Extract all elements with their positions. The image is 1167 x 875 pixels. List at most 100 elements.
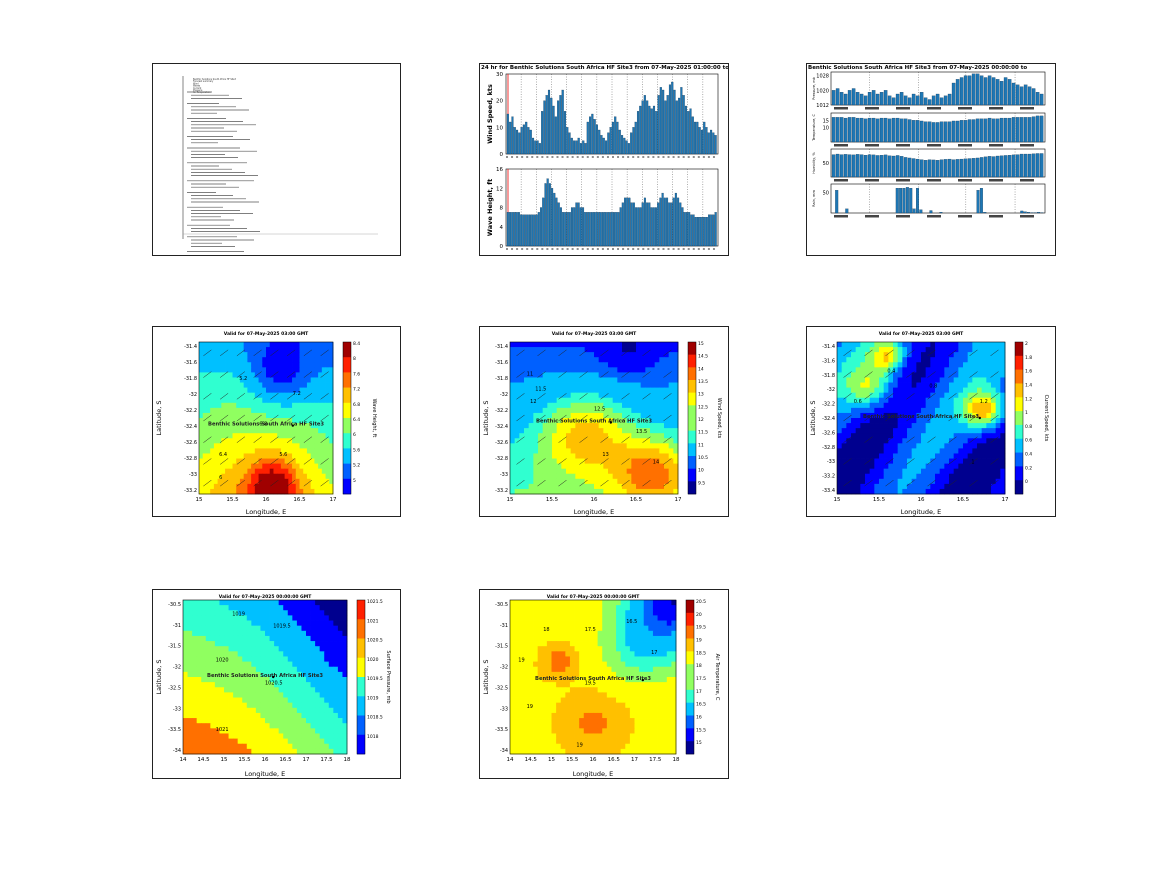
heatmap-cell (921, 483, 927, 490)
heatmap-cell (514, 397, 520, 404)
heatmap-cell (262, 402, 267, 409)
heatmap-cell (612, 463, 618, 470)
heatmap-cell (217, 402, 222, 409)
heatmap-cell (650, 402, 656, 409)
heatmap-cell (986, 448, 992, 454)
bar (1037, 212, 1041, 214)
x-tick-label-mark (989, 107, 1003, 110)
heatmap-cell (325, 438, 330, 444)
heatmap-cell (224, 635, 229, 642)
heatmap-cell (303, 367, 308, 373)
heatmap-cell (552, 478, 558, 485)
heatmap-cell (533, 362, 539, 368)
heatmap-cell (258, 488, 263, 495)
heatmap-cell (187, 656, 193, 662)
heatmap-cell (958, 458, 964, 464)
x-tick-label-mark (865, 107, 879, 110)
heatmap-cell (213, 342, 219, 348)
heatmap-cell (202, 433, 207, 439)
heatmap-cell (306, 377, 312, 383)
heatmap-cell (288, 468, 293, 475)
heatmap-cell (846, 412, 852, 419)
heatmap-cell (645, 352, 651, 358)
heatmap-cell (893, 478, 899, 485)
heatmap-cell (883, 377, 889, 383)
heatmap-cell (995, 342, 1001, 348)
heatmap-cell (598, 463, 604, 470)
heatmap-cell (949, 433, 955, 439)
heatmap-cell (265, 702, 270, 709)
heatmap-cell (925, 407, 931, 414)
colorbar-segment (688, 481, 696, 495)
bar (624, 197, 627, 247)
heatmap-cell (552, 407, 558, 414)
heatmap-cell (315, 661, 321, 668)
heatmap-cell (210, 443, 215, 449)
heatmap-cell (874, 397, 880, 404)
bar (566, 212, 569, 247)
heatmap-cell (206, 443, 211, 449)
heatmap-cell (584, 402, 590, 409)
heatmap-cell (888, 387, 894, 394)
heatmap-cell (949, 352, 955, 358)
y-tick-label: -31.4 (495, 344, 508, 350)
heatmap-cell (254, 443, 259, 449)
heatmap-cell (202, 397, 207, 404)
heatmap-cell (893, 443, 899, 449)
heatmap-cell (213, 407, 219, 414)
heatmap-cell (524, 483, 530, 490)
heatmap-cell (869, 392, 875, 399)
bar (959, 158, 964, 178)
heatmap-cell (902, 418, 908, 424)
heatmap-cell (995, 377, 1001, 383)
wind-arrow (558, 479, 567, 487)
heatmap-cell (668, 392, 674, 399)
heatmap-cell (296, 630, 302, 637)
heatmap-cell (916, 418, 922, 424)
heatmap-cell (254, 367, 259, 373)
heatmap-cell (874, 488, 880, 495)
heatmap-cell (310, 412, 315, 419)
heatmap-cell (538, 352, 544, 358)
heatmap-cell (269, 625, 275, 632)
heatmap-cell (519, 423, 525, 429)
bar (626, 197, 629, 247)
heatmap-cell (187, 707, 193, 714)
heatmap-cell (328, 656, 334, 662)
heatmap-cell (626, 367, 632, 373)
bar (919, 120, 924, 143)
wind-arrow (969, 414, 978, 422)
heatmap-cell (584, 357, 590, 363)
heatmap-cell (1000, 352, 1006, 358)
heatmap-cell (274, 630, 280, 637)
heatmap-cell (269, 387, 274, 394)
heatmap-cell (580, 412, 586, 419)
heatmap-cell (608, 392, 614, 399)
heatmap-cell (617, 458, 623, 464)
heatmap-cell (939, 488, 945, 495)
heatmap-cell (292, 397, 297, 404)
heatmap-cell (860, 458, 866, 464)
heatmap-cell (214, 707, 220, 714)
heatmap-cell (855, 342, 861, 348)
wind-arrow (203, 371, 212, 378)
heatmap-cell (654, 367, 660, 373)
heatmap-cell (510, 443, 516, 449)
heatmap-cell (239, 367, 245, 373)
heatmap-cell (243, 463, 248, 470)
heatmap-cell (566, 372, 572, 378)
heatmap-cell (187, 682, 193, 688)
heatmap-cell (893, 483, 899, 490)
heatmap-cell (935, 412, 941, 419)
wind-arrow (219, 479, 229, 487)
wind-arrow (286, 371, 296, 378)
heatmap-cell (274, 651, 280, 657)
bar (855, 92, 860, 106)
heatmap-cell (325, 458, 330, 464)
heatmap-cell (284, 423, 289, 429)
heatmap-cell (958, 392, 964, 399)
heatmap-cell (902, 458, 908, 464)
heatmap-cell (292, 473, 297, 480)
heatmap-cell (608, 402, 614, 409)
heatmap-cell (837, 463, 843, 470)
